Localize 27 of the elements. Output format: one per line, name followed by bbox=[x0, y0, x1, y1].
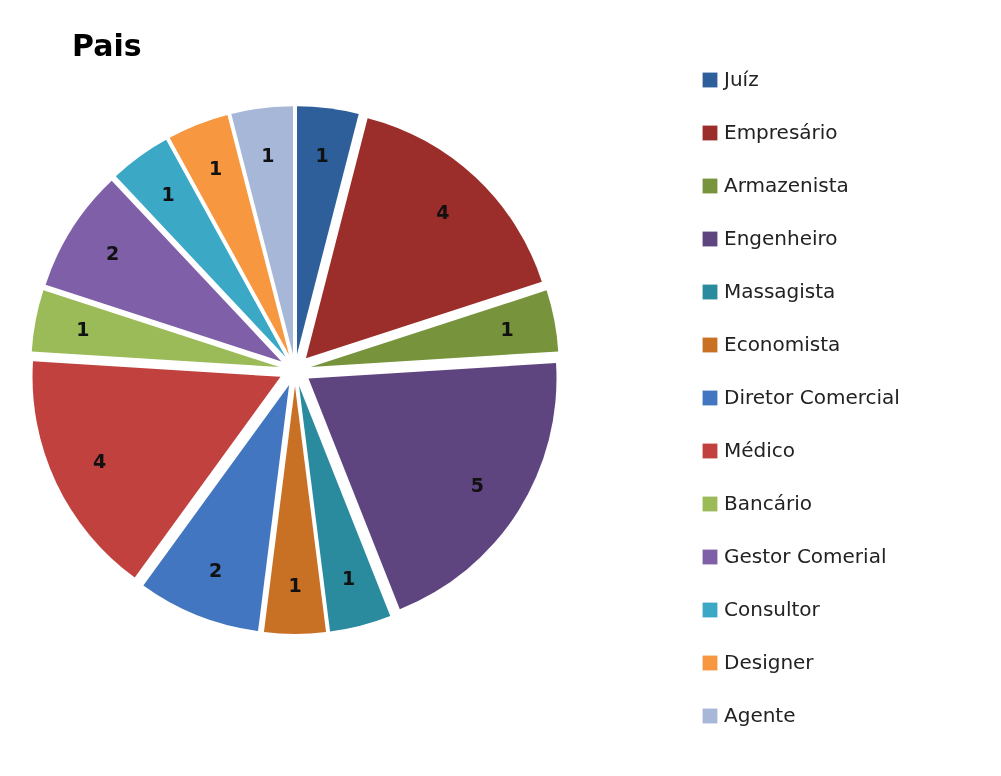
legend-label: Consultor bbox=[724, 597, 821, 621]
legend-label: Economista bbox=[724, 332, 841, 356]
legend-label: Gestor Comerial bbox=[724, 544, 887, 568]
data-label: 1 bbox=[208, 157, 223, 180]
data-label: 1 bbox=[315, 143, 329, 166]
data-label: 4 bbox=[92, 449, 107, 472]
legend-label: Diretor Comercial bbox=[724, 385, 900, 409]
data-label: 4 bbox=[436, 200, 450, 223]
chart-title: Pais bbox=[72, 28, 142, 63]
data-label: 1 bbox=[261, 143, 275, 166]
legend-label: Armazenista bbox=[724, 173, 849, 197]
legend-label: Empresário bbox=[724, 120, 838, 144]
data-label: 1 bbox=[161, 183, 175, 206]
legend-label: Bancário bbox=[724, 491, 812, 515]
legend-label: Designer bbox=[724, 650, 815, 674]
legend-label: Massagista bbox=[724, 279, 836, 303]
data-label: 1 bbox=[500, 317, 514, 340]
data-label: 1 bbox=[342, 567, 356, 590]
data-label: 2 bbox=[106, 242, 120, 265]
data-label: 1 bbox=[76, 317, 90, 340]
legend-label: Médico bbox=[724, 438, 796, 462]
legend-label: Juíz bbox=[722, 67, 759, 91]
data-label: 5 bbox=[470, 473, 484, 496]
data-label: 2 bbox=[208, 558, 223, 581]
legend-label: Agente bbox=[724, 703, 796, 727]
legend-label: Engenheiro bbox=[724, 226, 838, 250]
data-label: 1 bbox=[288, 574, 302, 596]
